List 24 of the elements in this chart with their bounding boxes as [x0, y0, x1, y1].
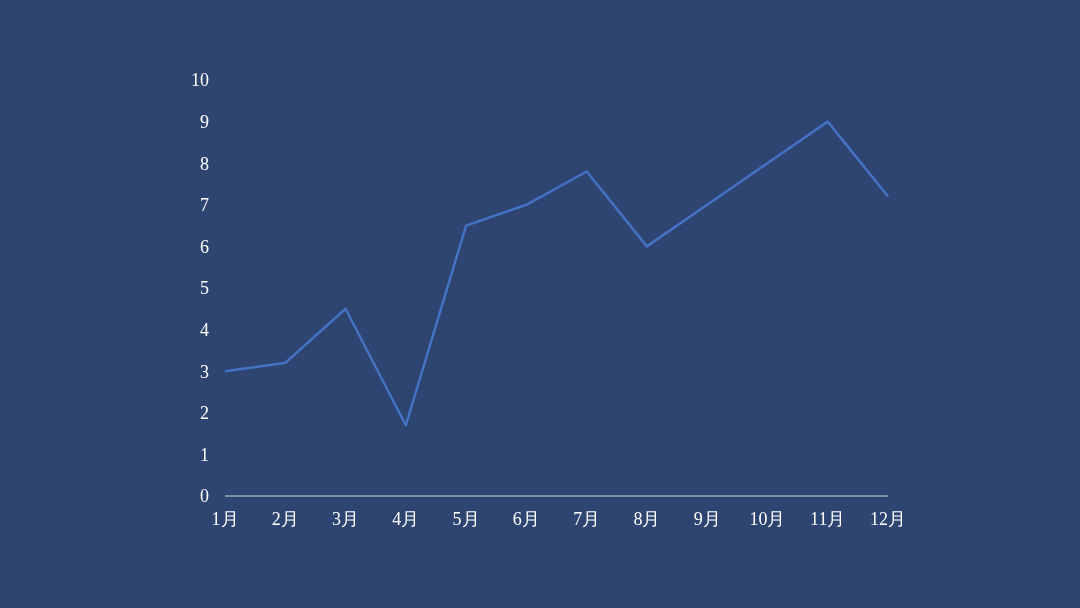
y-tick-label: 1 — [200, 444, 209, 465]
x-tick-label: 5月 — [452, 508, 480, 529]
y-tick-label: 10 — [191, 70, 209, 91]
y-tick-label: 4 — [200, 319, 209, 340]
x-tick-label: 8月 — [633, 508, 661, 529]
line-series — [223, 120, 890, 427]
x-tick-label: 3月 — [332, 508, 360, 529]
x-tick-label: 4月 — [392, 508, 420, 529]
x-tick-label: 2月 — [271, 508, 299, 529]
y-tick-label: 2 — [200, 403, 209, 424]
y-tick-label: 8 — [200, 153, 209, 174]
x-tick-label: 7月 — [573, 508, 601, 529]
y-tick-label: 5 — [200, 278, 209, 299]
y-tick-label: 6 — [200, 236, 209, 257]
y-tick-label: 0 — [200, 486, 209, 507]
y-tick-label: 9 — [200, 111, 209, 132]
y-tick-label: 7 — [200, 195, 209, 216]
x-tick-label: 12月 — [870, 508, 906, 529]
x-tick-label: 11月 — [810, 508, 846, 529]
x-tick-label: 6月 — [512, 508, 540, 529]
y-tick-label: 3 — [200, 361, 209, 382]
x-tick-label: 9月 — [693, 508, 721, 529]
x-tick-label: 1月 — [211, 508, 239, 529]
x-tick-label: 10月 — [749, 508, 786, 529]
